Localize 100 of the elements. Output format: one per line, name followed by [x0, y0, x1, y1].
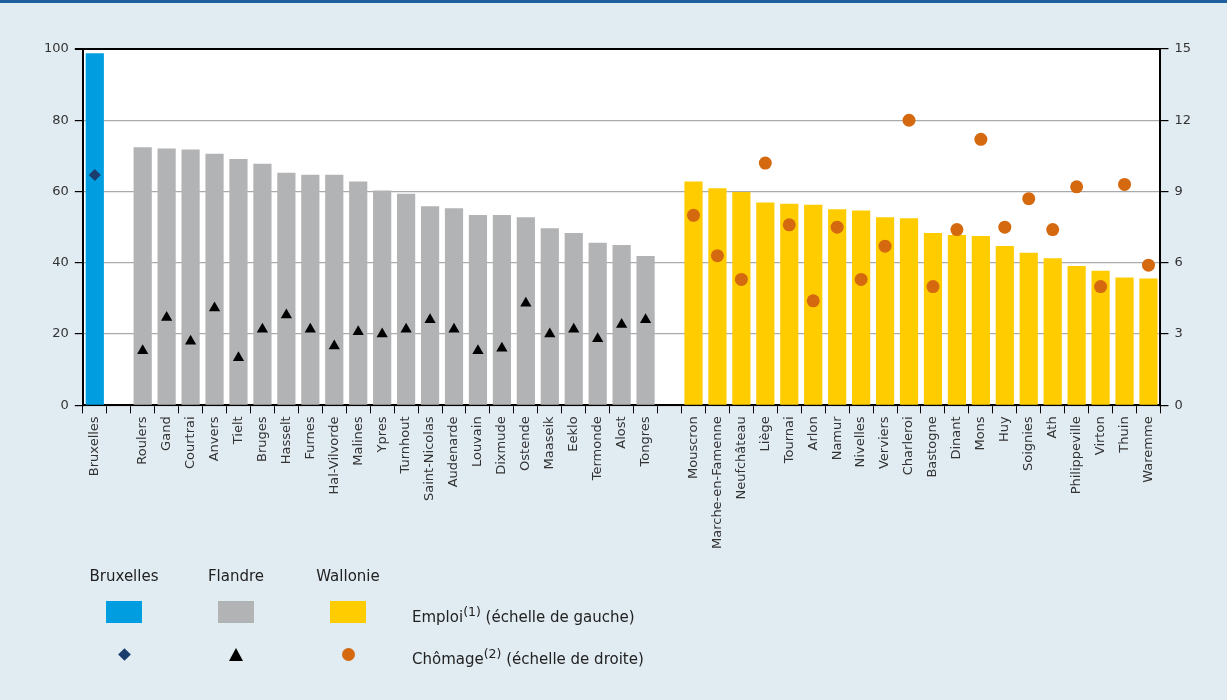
point [280, 308, 292, 319]
x-tick-label: Hal-Vilvorde [325, 416, 341, 495]
bar [852, 210, 871, 405]
x-tick-label: Dinant [948, 416, 964, 460]
x-tick-label: Huy [996, 416, 1012, 443]
point [208, 301, 221, 312]
x-tick-label: Roulers [134, 416, 150, 465]
point [902, 113, 916, 127]
x-tick-label: Charleroi [900, 416, 916, 476]
x-tick-label: Tongres [636, 416, 652, 468]
point [376, 327, 388, 338]
text: Bruxelles [89, 566, 159, 587]
x-tick-label: Malines [349, 416, 365, 466]
bar [85, 53, 104, 405]
point [616, 318, 628, 328]
point [232, 351, 245, 362]
bar [828, 209, 847, 405]
point [568, 322, 580, 333]
x-tick-label: Neufchâteau [732, 416, 748, 500]
x-tick-label: Thuin [1115, 416, 1131, 454]
point [520, 296, 532, 307]
x-tick-label: Arlon [804, 416, 820, 451]
x-tick-label: Hasselt [277, 416, 293, 465]
bar [875, 217, 895, 405]
x-tick-label: Philippeville [1068, 416, 1084, 495]
point [926, 280, 940, 294]
text: Chômage$^{(2)}$ (échelle de droite) [412, 646, 644, 668]
x-tick-label: Courtrai [181, 416, 197, 470]
point [184, 334, 197, 345]
y-tick-label: 80 [52, 111, 69, 127]
point [830, 220, 844, 234]
bar [780, 203, 799, 405]
x-tick-label: Soignies [1020, 416, 1036, 472]
x-tick-label: Waremme [1139, 416, 1155, 483]
x-tick-label: Ostende [517, 416, 533, 471]
point [137, 344, 149, 354]
x-tick-label: Marche-en-Famenne [708, 416, 724, 550]
y2-tick-label: 9 [1174, 182, 1183, 198]
point [448, 322, 460, 333]
x-tick-label: Mons [972, 416, 988, 451]
point [1046, 223, 1060, 237]
x-tick-label: Tournai [780, 416, 796, 465]
point [592, 332, 604, 343]
x-tick-label: Bruges [253, 416, 269, 462]
point [256, 322, 269, 333]
bar [804, 204, 823, 405]
y2-tick-label: 6 [1174, 254, 1183, 270]
point [1022, 192, 1036, 206]
x-tick-label: Eeklo [565, 416, 581, 452]
x-tick-label: Termonde [589, 416, 605, 482]
point [974, 132, 988, 146]
x-tick-label: Ath [1044, 416, 1060, 439]
x-tick-label: Virton [1091, 416, 1107, 456]
x-tick-label: Louvain [469, 416, 485, 468]
x-tick-label: Saint-Nicolas [421, 416, 437, 502]
x-tick-label: Tielt [229, 416, 245, 446]
x-tick-label: Anvers [205, 416, 221, 462]
y-tick-label: 0 [60, 396, 69, 412]
point [304, 322, 316, 333]
y2-tick-label: 12 [1174, 111, 1191, 127]
point [328, 339, 340, 350]
point [854, 272, 868, 286]
bar [708, 188, 727, 405]
bar [732, 191, 751, 405]
point [352, 325, 364, 335]
bar [684, 181, 703, 405]
bar [971, 236, 990, 405]
bar [995, 246, 1014, 405]
x-tick-label: Verviers [876, 416, 892, 470]
x-tick-label: Gand [158, 416, 173, 451]
point [496, 341, 508, 352]
point [1118, 177, 1132, 191]
x-tick-label: Bruxelles [86, 416, 102, 477]
text: Flandre [207, 566, 265, 587]
bar [1139, 278, 1158, 405]
point [758, 156, 772, 170]
point [782, 218, 796, 232]
point [686, 208, 700, 222]
point [998, 220, 1012, 234]
x-tick-label: Namur [828, 415, 844, 461]
y-tick-label: 40 [52, 254, 69, 270]
x-tick-label: Furnes [301, 416, 317, 460]
bar [947, 235, 966, 405]
bar [899, 218, 919, 405]
y2-tick-label: 0 [1174, 396, 1183, 412]
text: Emploi$^{(1)}$ (échelle de gauche) [412, 604, 635, 626]
point [806, 294, 820, 308]
x-tick-label: Nivelles [852, 416, 868, 468]
bar [1043, 258, 1062, 405]
y-tick-label: 20 [52, 325, 69, 341]
point [88, 168, 101, 181]
y2-tick-label: 15 [1174, 40, 1191, 56]
x-tick-label: Liège [756, 416, 772, 452]
x-tick-label: Maaseik [541, 415, 557, 470]
point [472, 344, 484, 354]
bar [1067, 266, 1086, 405]
x-tick-label: Audenarde [445, 416, 461, 488]
x-tick-label: Dixmude [493, 416, 509, 475]
x-tick-label: Ypres [373, 416, 389, 454]
point [544, 327, 556, 338]
